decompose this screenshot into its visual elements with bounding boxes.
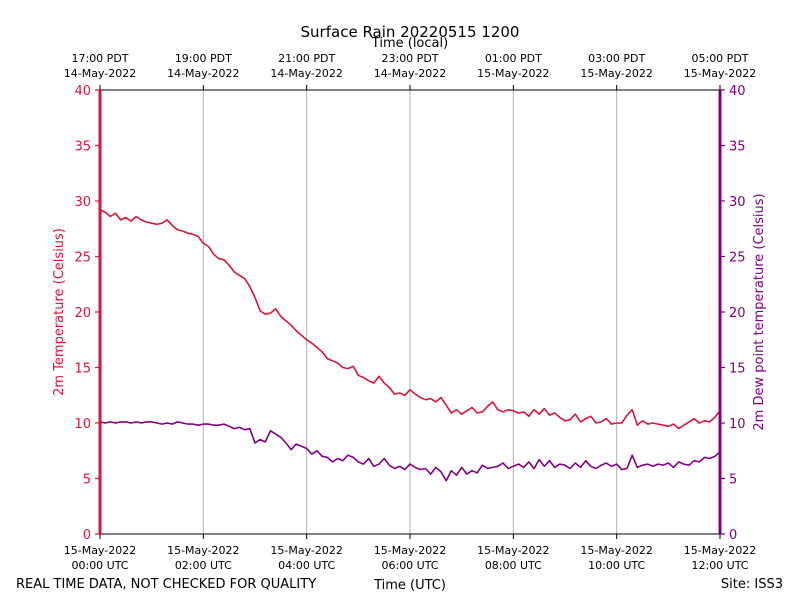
dewpoint-series-line — [99, 421, 721, 482]
top-x-tick-label-date: 14-May-2022 — [270, 67, 342, 80]
top-x-tick-label-time: 05:00 PDT — [691, 52, 748, 65]
bottom-x-tick-label-date: 15-May-2022 — [374, 544, 446, 557]
left-y-tick-label: 40 — [74, 84, 91, 99]
left-y-tick-label: 30 — [74, 195, 91, 210]
temperature-series-line — [99, 209, 721, 430]
plot-area: 0 0 5 5 10 10 15 15 20 20 25 25 30 30 35 35 40 40 15-May-2… — [64, 52, 756, 572]
right-y-tick-label: 20 — [729, 306, 746, 321]
bottom-x-tick-label-time: 02:00 UTC — [175, 559, 232, 572]
y-axis-left-label: 2m Temperature (Celsius) — [52, 228, 67, 396]
bottom-x-tick-label-time: 00:00 UTC — [71, 559, 128, 572]
left-y-tick-label: 10 — [74, 417, 91, 432]
left-y-tick-label: 35 — [74, 140, 91, 155]
top-x-tick-label-date: 14-May-2022 — [167, 67, 239, 80]
top-x-tick-label-time: 03:00 PDT — [588, 52, 645, 65]
bottom-x-tick-label-time: 10:00 UTC — [588, 559, 645, 572]
right-y-tick-label: 5 — [729, 473, 737, 488]
x-axis-label: Time (UTC) — [373, 578, 446, 593]
top-x-tick-label-time: 21:00 PDT — [278, 52, 335, 65]
right-y-tick-label: 15 — [729, 362, 746, 377]
top-x-tick-label-time: 17:00 PDT — [71, 52, 128, 65]
bottom-x-tick-label-date: 15-May-2022 — [580, 544, 652, 557]
right-y-tick-label: 40 — [729, 84, 746, 99]
bottom-x-tick-label-time: 04:00 UTC — [278, 559, 335, 572]
y-axis-right-label: 2m Dew point temperature (Celsius) — [752, 193, 767, 430]
bottom-x-tick-label-time: 12:00 UTC — [691, 559, 748, 572]
footer-site: Site: ISS3 — [721, 577, 783, 592]
top-x-tick-label-date: 14-May-2022 — [374, 67, 446, 80]
left-y-tick-label: 25 — [74, 251, 91, 266]
top-axis-label: Time (local) — [371, 36, 448, 51]
footer-disclaimer: REAL TIME DATA, NOT CHECKED FOR QUALITY — [16, 577, 316, 592]
bottom-x-tick-label-date: 15-May-2022 — [64, 544, 136, 557]
bottom-x-tick-label-date: 15-May-2022 — [270, 544, 342, 557]
right-y-tick-label: 25 — [729, 251, 746, 266]
right-y-tick-label: 10 — [729, 417, 746, 432]
top-x-tick-label-date: 15-May-2022 — [477, 67, 549, 80]
bottom-x-tick-label-time: 06:00 UTC — [381, 559, 438, 572]
chart-title: Surface Rain 20220515 1200 — [301, 23, 520, 41]
left-y-tick-label: 15 — [74, 362, 91, 377]
left-y-tick-label: 5 — [83, 473, 91, 488]
bottom-x-tick-label-date: 15-May-2022 — [167, 544, 239, 557]
bottom-x-tick-label-date: 15-May-2022 — [684, 544, 756, 557]
top-x-tick-label-time: 19:00 PDT — [175, 52, 232, 65]
right-y-tick-label: 30 — [729, 195, 746, 210]
bottom-x-tick-label-date: 15-May-2022 — [477, 544, 549, 557]
bottom-x-tick-label-time: 08:00 UTC — [485, 559, 542, 572]
left-y-tick-label: 20 — [74, 306, 91, 321]
top-x-tick-label-time: 01:00 PDT — [485, 52, 542, 65]
top-x-tick-label-date: 15-May-2022 — [684, 67, 756, 80]
top-x-tick-label-date: 14-May-2022 — [64, 67, 136, 80]
top-x-tick-label-date: 15-May-2022 — [580, 67, 652, 80]
right-y-tick-label: 0 — [729, 528, 737, 543]
left-y-tick-label: 0 — [83, 528, 91, 543]
top-x-tick-label-time: 23:00 PDT — [381, 52, 438, 65]
right-y-tick-label: 35 — [729, 140, 746, 155]
